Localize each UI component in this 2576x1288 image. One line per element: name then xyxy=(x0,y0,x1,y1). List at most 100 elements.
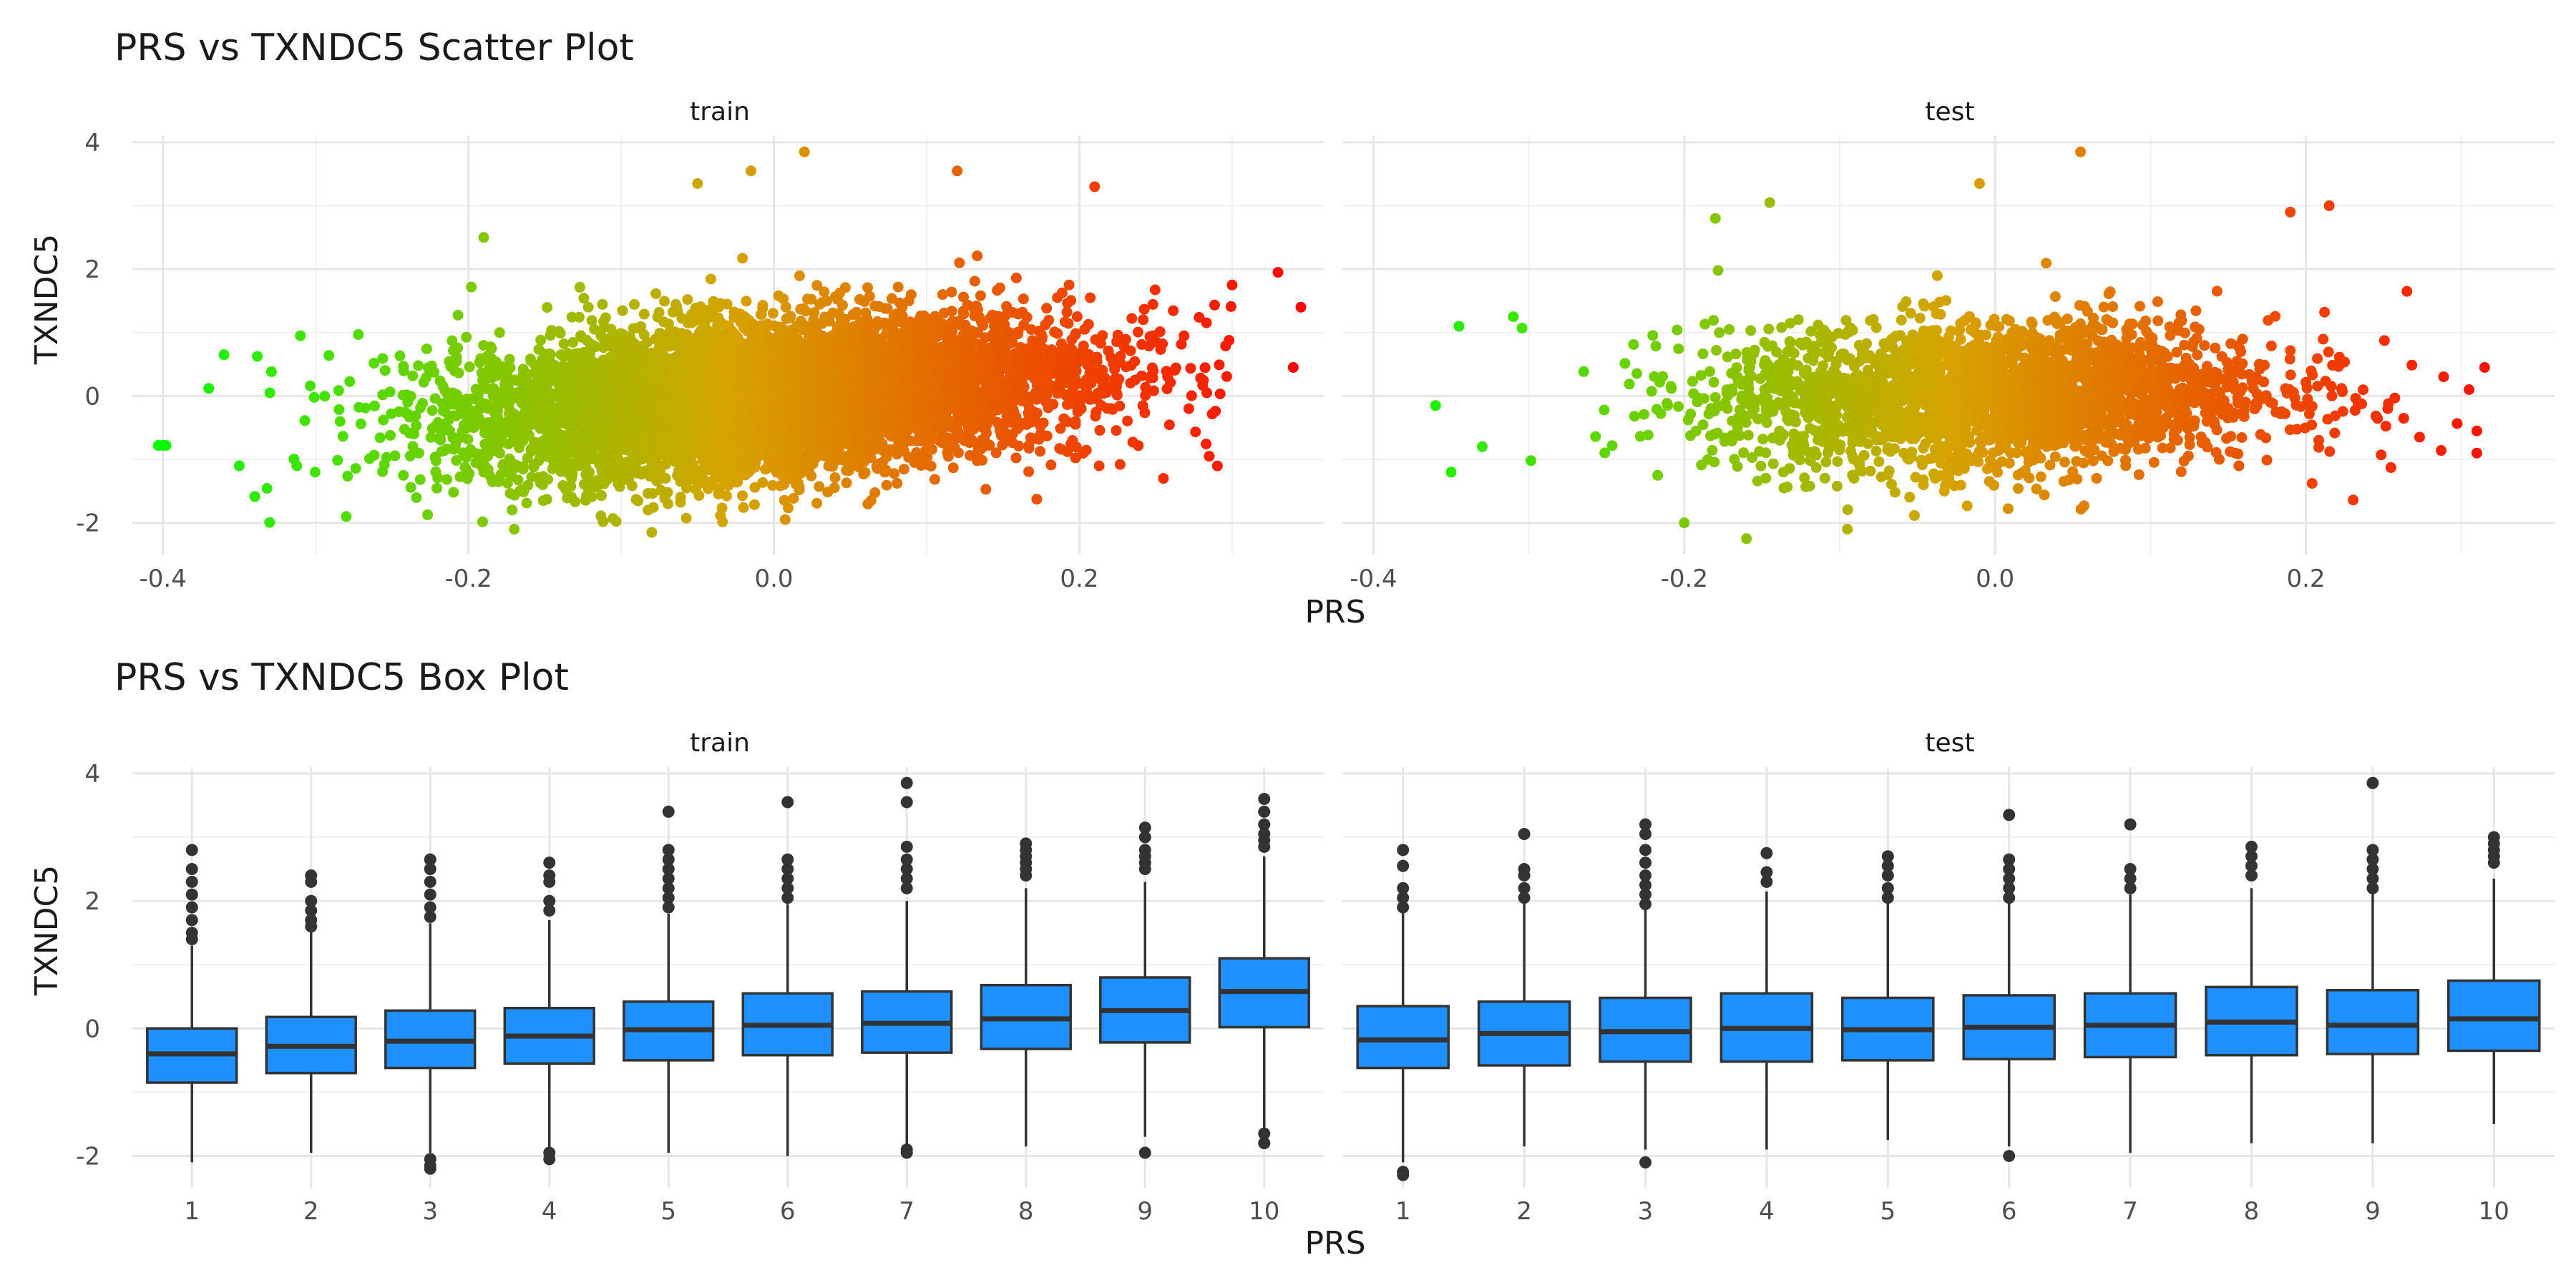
scatter-point xyxy=(819,286,830,298)
scatter-point xyxy=(421,371,432,383)
scatter-point xyxy=(757,300,769,311)
scatter-point xyxy=(972,250,983,262)
scatter-point xyxy=(405,482,416,493)
scatter-point xyxy=(1168,305,1179,316)
scatter-point xyxy=(291,460,303,472)
scatter-point xyxy=(507,504,518,516)
scatter-point xyxy=(954,257,965,268)
scatter-point xyxy=(975,290,986,301)
scatter-point xyxy=(608,513,619,525)
scatter-point xyxy=(675,497,686,508)
scatter-point xyxy=(1010,452,1022,464)
scatter-point xyxy=(309,467,321,478)
scatter-point xyxy=(566,473,577,484)
scatter-point xyxy=(794,270,805,281)
scatter-point xyxy=(417,398,428,409)
scatter-point xyxy=(308,391,320,403)
scatter-point xyxy=(937,437,948,449)
scatter-point xyxy=(404,411,415,423)
scatter-point xyxy=(690,484,701,495)
scatter-point xyxy=(466,281,477,293)
scatter-facet-label-train: train xyxy=(690,97,750,127)
scatter-point xyxy=(748,499,760,510)
scatter-point xyxy=(1061,306,1073,318)
scatter-point xyxy=(353,401,365,413)
scatter-point xyxy=(1138,314,1149,326)
scatter-point xyxy=(741,296,752,307)
scatter-point xyxy=(333,404,345,415)
scatter-point xyxy=(452,342,464,353)
scatter-point xyxy=(1112,329,1123,341)
scatter-point xyxy=(980,484,992,495)
scatter-point xyxy=(494,327,505,338)
scatter-point xyxy=(342,470,353,482)
scatter-point xyxy=(369,358,380,369)
scatter-point xyxy=(518,486,530,497)
scatter-point xyxy=(638,308,650,320)
scatter-point xyxy=(598,316,609,327)
scatter-train-points xyxy=(152,146,1307,538)
scatter-point xyxy=(1041,430,1053,441)
scatter-point xyxy=(521,497,532,509)
scatter-point xyxy=(821,296,832,307)
scatter-point xyxy=(398,469,409,481)
scatter-point xyxy=(1001,301,1013,312)
scatter-point xyxy=(498,459,509,470)
scatter-point xyxy=(1201,438,1212,449)
scatter-point xyxy=(958,308,970,320)
scatter-point xyxy=(429,393,441,404)
scatter-point xyxy=(1031,407,1043,419)
scatter-point xyxy=(407,370,419,381)
scatter-point xyxy=(881,479,892,491)
scatter-point xyxy=(1114,459,1126,470)
scatter-point xyxy=(305,380,316,391)
scatter-point xyxy=(749,482,761,493)
scatter-point xyxy=(802,293,813,305)
scatter-point xyxy=(854,293,865,305)
scatter-point xyxy=(977,441,989,453)
scatter-point xyxy=(1031,494,1043,505)
scatter-point xyxy=(889,468,900,479)
scatter-point xyxy=(1225,301,1236,312)
scatter-point xyxy=(1106,352,1117,364)
scatter-point xyxy=(597,516,609,527)
scatter-point xyxy=(1063,279,1075,291)
scatter-point xyxy=(1010,272,1022,283)
scatter-point xyxy=(334,416,346,427)
scatter-point xyxy=(1221,371,1232,382)
scatter-point xyxy=(788,493,799,504)
scatter-point xyxy=(353,329,364,340)
scatter-point xyxy=(638,340,650,351)
scatter-point xyxy=(1041,303,1053,314)
scatter-point xyxy=(1147,298,1158,310)
scatter-point xyxy=(737,490,748,502)
scatter-point xyxy=(864,291,875,302)
scatter-point xyxy=(459,462,471,473)
scatter-point xyxy=(1093,460,1105,472)
scatter-point xyxy=(1052,328,1063,339)
scatter-point xyxy=(629,298,640,310)
scatter-point xyxy=(1073,406,1084,417)
scatter-point xyxy=(1005,416,1017,428)
scatter-point xyxy=(398,361,409,372)
scatter-point xyxy=(1085,292,1096,303)
scatter-point xyxy=(1183,403,1194,414)
scatter-point xyxy=(261,483,273,494)
scatter-point xyxy=(333,385,344,396)
scatter-point xyxy=(337,431,348,442)
scatter-point xyxy=(411,492,422,503)
scatter-point xyxy=(841,477,852,489)
scatter-point xyxy=(265,366,277,377)
scatter-point xyxy=(814,481,825,492)
scatter-plot-title: PRS vs TXNDC5 Scatter Plot xyxy=(114,26,634,69)
scatter-point xyxy=(949,441,960,453)
scatter-point xyxy=(1094,424,1106,436)
scatter-point xyxy=(535,334,547,346)
scatter-point xyxy=(414,474,426,485)
scatter-point xyxy=(399,424,410,435)
scatter-point xyxy=(1045,459,1057,471)
scatter-point xyxy=(767,308,779,319)
scatter-point xyxy=(757,477,769,488)
scatter-point xyxy=(430,466,441,477)
